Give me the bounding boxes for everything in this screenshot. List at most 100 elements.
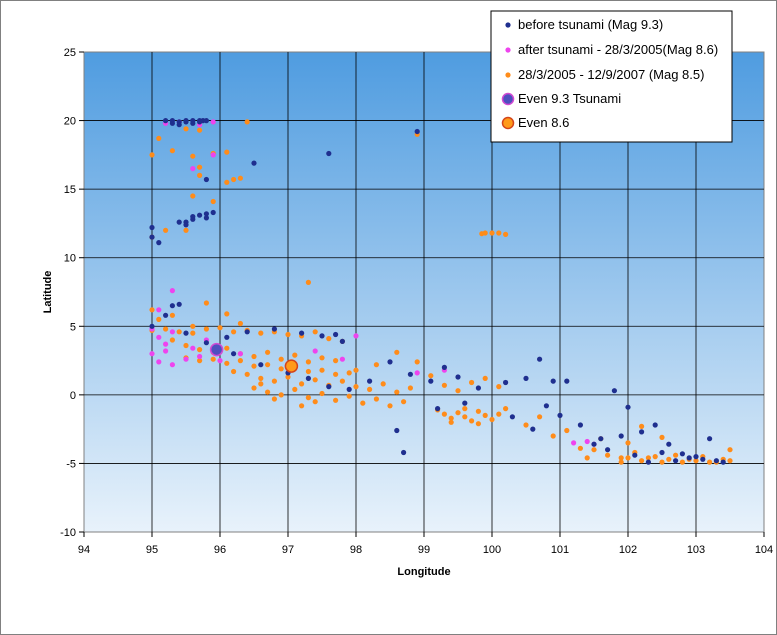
- point-28-3-2005-12-9-2007-mag-8-5: [163, 326, 169, 332]
- point-28-3-2005-12-9-2007-mag-8-5: [496, 411, 502, 417]
- point-before-tsunami-mag-9-3: [537, 356, 543, 362]
- point-before-tsunami-mag-9-3: [475, 385, 481, 391]
- point-28-3-2005-12-9-2007-mag-8-5: [305, 368, 311, 375]
- point-28-3-2005-12-9-2007-mag-8-5: [394, 389, 400, 395]
- point-before-tsunami-mag-9-3: [305, 375, 311, 381]
- point-28-3-2005-12-9-2007-mag-8-5: [428, 373, 434, 379]
- point-before-tsunami-mag-9-3: [231, 351, 237, 357]
- point-before-tsunami-mag-9-3: [720, 459, 726, 465]
- point-28-3-2005-12-9-2007-mag-8-5: [231, 176, 237, 183]
- point-28-3-2005-12-9-2007-mag-8-5: [693, 458, 699, 464]
- point-28-3-2005-12-9-2007-mag-8-5: [169, 337, 175, 343]
- point-28-3-2005-12-9-2007-mag-8-5: [197, 127, 203, 133]
- point-before-tsunami-mag-9-3: [203, 215, 209, 221]
- point-before-tsunami-mag-9-3: [645, 459, 652, 465]
- point-28-3-2005-12-9-2007-mag-8-5: [339, 378, 345, 384]
- point-28-3-2005-12-9-2007-mag-8-5: [285, 374, 291, 380]
- legend-entry-2005-2007: 28/3/2005 - 12/9/2007 (Mag 8.5): [505, 67, 704, 82]
- point-after-tsunami-28-3-2005-mag-8-6: [169, 362, 175, 368]
- legend-marker-event-9-3: [501, 92, 515, 106]
- point-28-3-2005-12-9-2007-mag-8-5: [265, 389, 271, 395]
- legend-marker-event-8-6: [501, 116, 515, 130]
- point-before-tsunami-mag-9-3: [203, 118, 209, 124]
- legend-box: [490, 10, 733, 143]
- point-28-3-2005-12-9-2007-mag-8-5: [346, 370, 352, 376]
- point-28-3-2005-12-9-2007-mag-8-5: [387, 403, 393, 409]
- point-before-tsunami-mag-9-3: [244, 329, 250, 335]
- point-after-tsunami-28-3-2005-mag-8-6: [156, 307, 162, 313]
- point-before-tsunami-mag-9-3: [455, 374, 461, 380]
- point-28-3-2005-12-9-2007-mag-8-5: [183, 126, 189, 132]
- point-before-tsunami-mag-9-3: [149, 224, 155, 231]
- point-28-3-2005-12-9-2007-mag-8-5: [326, 336, 332, 342]
- point-28-3-2005-12-9-2007-mag-8-5: [479, 231, 485, 237]
- x-tick-label: 99: [418, 544, 430, 556]
- point-before-tsunami-mag-9-3: [326, 150, 332, 157]
- y-tick-label: -5: [66, 458, 76, 470]
- point-before-tsunami-mag-9-3: [523, 375, 529, 381]
- point-after-tsunami-28-3-2005-mag-8-6: [169, 329, 175, 335]
- point-28-3-2005-12-9-2007-mag-8-5: [278, 356, 284, 362]
- y-tick-label: 10: [64, 253, 76, 265]
- point-before-tsunami-mag-9-3: [598, 436, 604, 442]
- point-28-3-2005-12-9-2007-mag-8-5: [197, 358, 203, 364]
- point-28-3-2005-12-9-2007-mag-8-5: [169, 312, 175, 318]
- point-before-tsunami-mag-9-3: [339, 338, 345, 344]
- point-28-3-2005-12-9-2007-mag-8-5: [373, 396, 379, 402]
- point-before-tsunami-mag-9-3: [156, 240, 162, 246]
- point-after-tsunami-28-3-2005-mag-8-6: [163, 341, 169, 347]
- x-tick-label: 98: [350, 544, 362, 556]
- point-after-tsunami-28-3-2005-mag-8-6: [584, 438, 590, 445]
- point-before-tsunami-mag-9-3: [183, 222, 189, 228]
- point-28-3-2005-12-9-2007-mag-8-5: [333, 397, 339, 403]
- point-28-3-2005-12-9-2007-mag-8-5: [224, 345, 230, 351]
- point-before-tsunami-mag-9-3: [197, 118, 203, 124]
- point-28-3-2005-12-9-2007-mag-8-5: [278, 366, 284, 372]
- point-after-tsunami-28-3-2005-mag-8-6: [156, 359, 162, 365]
- point-28-3-2005-12-9-2007-mag-8-5: [190, 330, 196, 336]
- point-28-3-2005-12-9-2007-mag-8-5: [673, 452, 679, 458]
- point-28-3-2005-12-9-2007-mag-8-5: [237, 175, 243, 181]
- point-before-tsunami-mag-9-3: [190, 216, 196, 222]
- point-28-3-2005-12-9-2007-mag-8-5: [265, 362, 271, 368]
- point-28-3-2005-12-9-2007-mag-8-5: [727, 458, 733, 464]
- x-tick-label: 102: [619, 544, 637, 556]
- point-28-3-2005-12-9-2007-mag-8-5: [258, 375, 264, 381]
- point-28-3-2005-12-9-2007-mag-8-5: [251, 385, 257, 391]
- point-before-tsunami-mag-9-3: [401, 449, 407, 456]
- point-after-tsunami-28-3-2005-mag-8-6: [156, 334, 162, 340]
- point-28-3-2005-12-9-2007-mag-8-5: [441, 411, 447, 417]
- point-after-tsunami-28-3-2005-mag-8-6: [210, 152, 216, 158]
- point-before-tsunami-mag-9-3: [163, 312, 169, 318]
- point-28-3-2005-12-9-2007-mag-8-5: [475, 421, 481, 427]
- point-28-3-2005-12-9-2007-mag-8-5: [679, 459, 686, 465]
- point-before-tsunami-mag-9-3: [149, 323, 155, 329]
- point-28-3-2005-12-9-2007-mag-8-5: [441, 382, 447, 388]
- point-28-3-2005-12-9-2007-mag-8-5: [523, 422, 529, 428]
- point-before-tsunami-mag-9-3: [299, 330, 305, 336]
- point-before-tsunami-mag-9-3: [203, 211, 209, 217]
- point-28-3-2005-12-9-2007-mag-8-5: [482, 412, 488, 418]
- legend: before tsunami (Mag 9.3) after tsunami -…: [490, 10, 733, 143]
- point-28-3-2005-12-9-2007-mag-8-5: [278, 392, 284, 398]
- point-before-tsunami-mag-9-3: [190, 120, 196, 126]
- point-before-tsunami-mag-9-3: [169, 120, 175, 126]
- point-28-3-2005-12-9-2007-mag-8-5: [292, 386, 298, 392]
- point-before-tsunami-mag-9-3: [462, 400, 468, 406]
- point-28-3-2005-12-9-2007-mag-8-5: [149, 152, 155, 158]
- legend-entry-event-9-3: Even 9.3 Tsunami: [501, 91, 621, 106]
- legend-marker-before-tsunami: [505, 22, 511, 28]
- point-28-3-2005-12-9-2007-mag-8-5: [353, 384, 359, 390]
- point-after-tsunami-28-3-2005-mag-8-6: [210, 119, 216, 125]
- point-28-3-2005-12-9-2007-mag-8-5: [448, 419, 454, 425]
- point-before-tsunami-mag-9-3: [550, 378, 556, 384]
- point-even-9-3-tsunami: [209, 342, 224, 357]
- point-after-tsunami-28-3-2005-mag-8-6: [183, 356, 189, 362]
- point-before-tsunami-mag-9-3: [183, 119, 189, 125]
- x-tick-label: 104: [755, 544, 773, 556]
- point-28-3-2005-12-9-2007-mag-8-5: [224, 360, 230, 366]
- point-after-tsunami-28-3-2005-mag-8-6: [169, 288, 175, 294]
- point-28-3-2005-12-9-2007-mag-8-5: [299, 381, 305, 387]
- point-28-3-2005-12-9-2007-mag-8-5: [203, 300, 209, 306]
